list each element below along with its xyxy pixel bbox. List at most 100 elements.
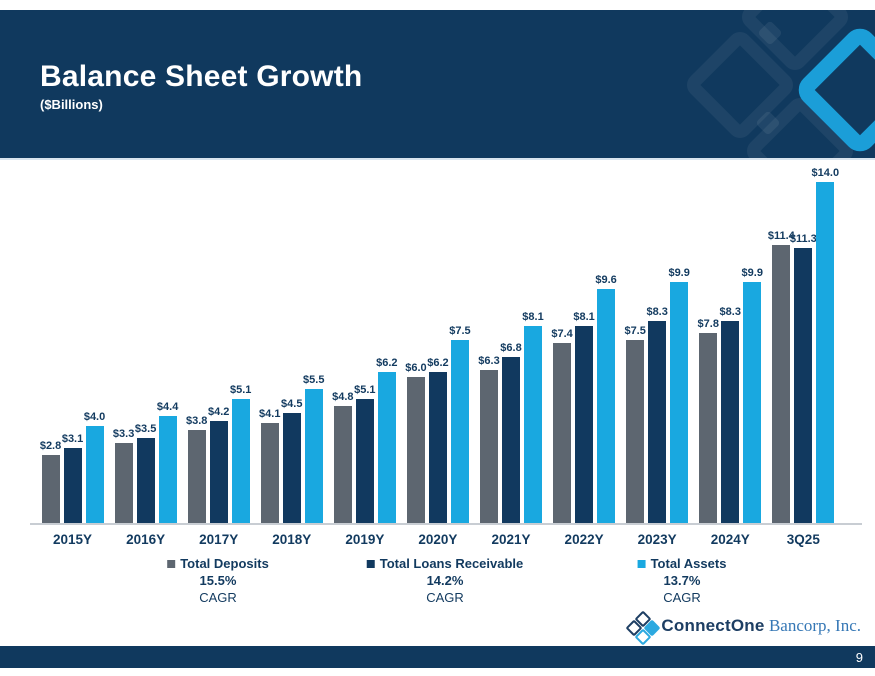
legend-series-name: Total Assets bbox=[650, 556, 727, 571]
x-axis-line bbox=[30, 523, 862, 525]
bar-total-deposits: $7.4 bbox=[551, 328, 573, 523]
bar-total-loans-receivable: $3.1 bbox=[62, 433, 83, 523]
bar-total-deposits: $4.1 bbox=[259, 408, 280, 523]
bar-group-2017y: $3.8 $4.2 $5.1 2017Y bbox=[186, 384, 251, 547]
page-number: 9 bbox=[855, 649, 863, 665]
legend-cagr-percent: 15.5% bbox=[199, 572, 237, 588]
bar-value-label: $6.0 bbox=[405, 361, 427, 374]
bar-total-deposits: $4.8 bbox=[332, 391, 354, 523]
bar-total-loans-receivable: $8.3 bbox=[720, 306, 741, 523]
connectone-diamonds-icon bbox=[625, 610, 661, 646]
bar-total-assets: $9.9 bbox=[742, 267, 763, 523]
x-axis-label: 2021Y bbox=[491, 532, 531, 547]
bar-total-assets: $5.1 bbox=[230, 384, 251, 523]
slide-header: Balance Sheet Growth ($Billions) bbox=[0, 10, 875, 160]
bar-total-deposits: $3.8 bbox=[186, 415, 207, 523]
bar-total-assets: $4.0 bbox=[84, 411, 105, 523]
legend-cagr-percent: 14.2% bbox=[426, 572, 464, 588]
legend-marker-icon bbox=[637, 560, 646, 568]
bar-total-assets: $4.4 bbox=[157, 401, 178, 523]
x-axis-label: 2022Y bbox=[564, 532, 604, 547]
x-axis-label: 2016Y bbox=[126, 532, 166, 547]
bar-total-loans-receivable: $6.2 bbox=[427, 357, 449, 523]
bar-total-assets: $6.2 bbox=[376, 357, 398, 523]
bar-group-2018y: $4.1 $4.5 $5.5 2018Y bbox=[259, 374, 324, 547]
bar-total-loans-receivable: $5.1 bbox=[354, 384, 376, 523]
logo-suffix: Bancorp, Inc. bbox=[768, 616, 861, 635]
bar-value-label: $4.1 bbox=[259, 408, 281, 421]
legend-item-total-deposits: Total Deposits 15.5% CAGR bbox=[167, 556, 269, 607]
bar-value-label: $6.8 bbox=[500, 342, 522, 355]
bar-value-label: $8.1 bbox=[573, 310, 595, 323]
page-title: Balance Sheet Growth bbox=[40, 60, 363, 93]
x-axis-label: 2019Y bbox=[345, 532, 385, 547]
bar-total-loans-receivable: $6.8 bbox=[500, 342, 522, 523]
bar-total-loans-receivable: $8.3 bbox=[646, 306, 668, 523]
bar-group-2015y: $2.8 $3.1 $4.0 2015Y bbox=[40, 411, 105, 547]
bar-value-label: $5.5 bbox=[303, 374, 325, 386]
bar-value-label: $9.9 bbox=[741, 266, 763, 279]
legend-cagr-label: CAGR bbox=[663, 589, 701, 605]
bar-group-2021y: $6.3 $6.8 $8.1 2021Y bbox=[478, 311, 544, 547]
bar-group-2023y: $7.5 $8.3 $9.9 2023Y bbox=[624, 267, 690, 547]
logo-text: ConnectOne Bancorp, Inc. bbox=[661, 616, 861, 636]
bar-total-assets: $9.6 bbox=[595, 274, 617, 523]
bar-total-loans-receivable: $11.3 bbox=[790, 233, 817, 523]
bar-total-assets: $7.5 bbox=[449, 325, 471, 523]
bar-value-label: $4.0 bbox=[83, 410, 106, 423]
bar-value-label: $9.6 bbox=[595, 274, 617, 287]
x-axis-label: 2024Y bbox=[710, 532, 750, 547]
legend-item-total-assets: Total Assets 13.7% CAGR bbox=[637, 556, 727, 607]
bar-total-deposits: $2.8 bbox=[40, 440, 61, 523]
x-axis-label: 2023Y bbox=[637, 532, 677, 547]
bar-value-label: $4.4 bbox=[156, 400, 179, 413]
bar-value-label: $2.8 bbox=[39, 439, 62, 452]
x-axis-label: 3Q25 bbox=[786, 532, 820, 547]
x-axis-label: 2020Y bbox=[418, 532, 458, 547]
legend-series-name: Total Deposits bbox=[180, 556, 269, 571]
legend-cagr-label: CAGR bbox=[426, 589, 464, 605]
bar-total-assets: $8.1 bbox=[522, 311, 544, 523]
bar-value-label: $11.3 bbox=[789, 232, 817, 245]
bar-total-loans-receivable: $8.1 bbox=[573, 311, 595, 523]
bar-total-loans-receivable: $3.5 bbox=[135, 423, 156, 523]
page-subtitle: ($Billions) bbox=[40, 97, 103, 112]
bar-value-label: $6.2 bbox=[427, 357, 449, 369]
bar-value-label: $3.5 bbox=[134, 422, 157, 435]
bar-group-2024y: $7.8 $8.3 $9.9 2024Y bbox=[698, 267, 763, 547]
footer-bar: 9 bbox=[0, 646, 875, 668]
bar-value-label: $4.8 bbox=[332, 391, 354, 404]
bar-value-label: $7.8 bbox=[697, 318, 719, 330]
bar-total-loans-receivable: $4.5 bbox=[281, 398, 302, 523]
bar-value-label: $7.4 bbox=[551, 327, 573, 340]
title-block: Balance Sheet Growth ($Billions) bbox=[40, 60, 362, 112]
bar-value-label: $3.8 bbox=[185, 415, 208, 428]
x-axis-label: 2018Y bbox=[272, 532, 312, 547]
bar-value-label: $8.3 bbox=[646, 305, 668, 318]
bar-value-label: $5.1 bbox=[229, 383, 252, 396]
x-axis-label: 2017Y bbox=[199, 532, 239, 547]
bar-total-assets: $5.5 bbox=[303, 374, 324, 523]
bar-value-label: $14.0 bbox=[811, 167, 840, 179]
bar-value-label: $5.1 bbox=[354, 383, 376, 396]
legend-series-name: Total Loans Receivable bbox=[379, 556, 524, 571]
bar-value-label: $3.1 bbox=[61, 432, 84, 445]
bar-total-deposits: $7.8 bbox=[698, 318, 719, 523]
bar-value-label: $6.3 bbox=[478, 354, 500, 367]
bar-total-assets: $9.9 bbox=[668, 267, 690, 523]
company-logo: ConnectOne Bancorp, Inc. bbox=[625, 610, 861, 646]
bar-value-label: $9.9 bbox=[668, 266, 690, 279]
legend-marker-icon bbox=[366, 560, 375, 568]
bar-value-label: $4.2 bbox=[207, 405, 230, 418]
bar-total-deposits: $11.4 bbox=[768, 230, 795, 523]
x-axis-label: 2015Y bbox=[53, 532, 93, 547]
legend-cagr-percent: 13.7% bbox=[663, 572, 701, 588]
bar-chart: $2.8 $3.1 $4.0 2015Y $3.3 $3.5 $4.4 2016Y $3.8 $4… bbox=[36, 167, 840, 547]
legend-cagr-label: CAGR bbox=[199, 589, 237, 605]
bar-value-label: $6.2 bbox=[376, 357, 398, 369]
bar-value-label: $8.3 bbox=[719, 305, 741, 318]
bar-value-label: $4.5 bbox=[281, 398, 303, 411]
bar-total-deposits: $3.3 bbox=[113, 428, 134, 523]
logo-name: ConnectOne bbox=[661, 616, 765, 635]
